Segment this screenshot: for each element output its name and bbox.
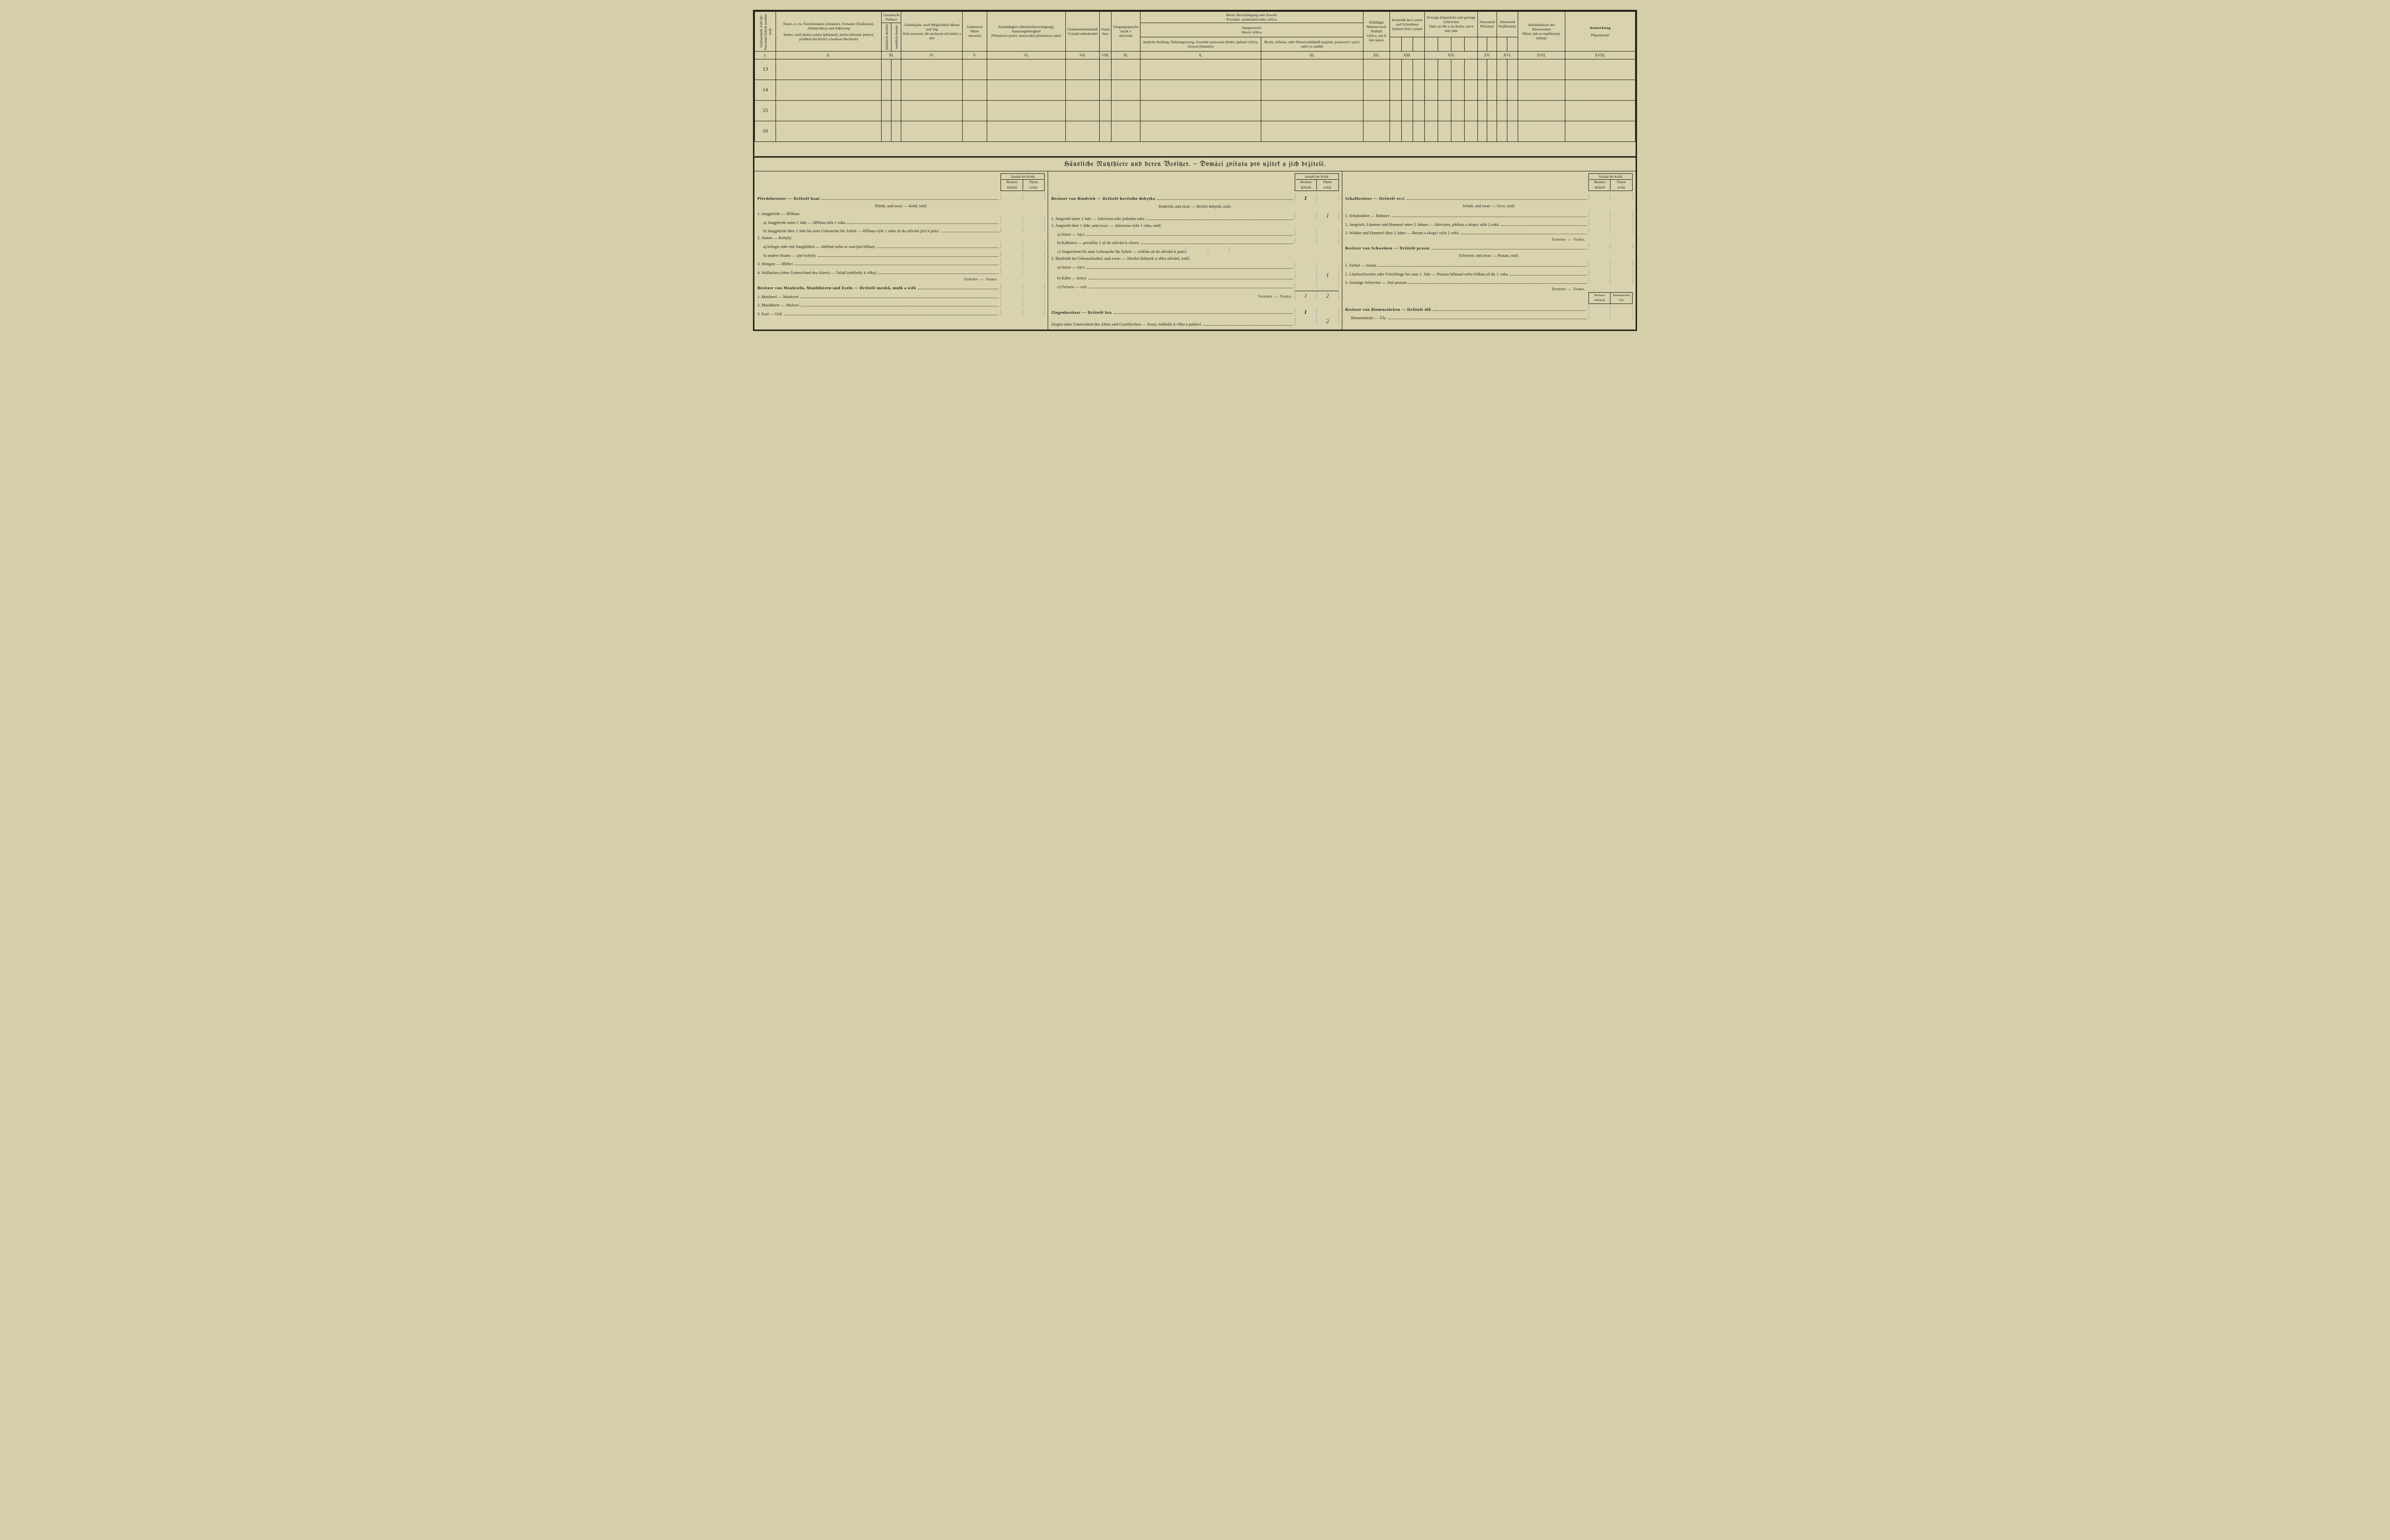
table-row: 14 xyxy=(755,80,1636,100)
col-11-header: Allfälliger Nebenerwerb Vedlejší výživa,… xyxy=(1363,12,1390,52)
col-12-header: Kenntniß des Lesens und Schreibens Znalo… xyxy=(1390,12,1425,37)
handwritten-value: 2 xyxy=(1316,291,1339,300)
col-14-header: Anwesend Přítomný xyxy=(1477,12,1497,37)
col-4-header: Geburtsjahr, nach Möglichkeit Monat und … xyxy=(901,12,963,52)
col-5-header: Geburtsort Místo narození xyxy=(963,12,987,52)
handwritten-value: 2 xyxy=(1316,317,1339,326)
census-header-table: Fortlaufende Zahl der Personen Pořadí nu… xyxy=(754,11,1636,157)
col-2-header: Name, u. zw. Familienname (Zuname), Vorn… xyxy=(776,12,882,52)
col-1-header: Fortlaufende Zahl der Personen Pořadí nu… xyxy=(755,12,776,52)
count-header: Anzahl der Kolik Besitzerdržitelů Thiere… xyxy=(1588,173,1633,192)
col-9-header: Umgangssprache Jazyk v obcování xyxy=(1111,12,1140,52)
count-header: Anzahl der Kolik Besitzerdržitelů Thiere… xyxy=(1000,173,1045,192)
handwritten-value: 1 xyxy=(1295,291,1317,300)
spacer-row xyxy=(755,141,1636,156)
col-17-header: Anmerkung Připomenutí xyxy=(1565,12,1635,52)
col-6-header: Zuständigkeit (Heimatsberechtigung), Sta… xyxy=(987,12,1065,52)
handwritten-value: 1 xyxy=(1295,193,1317,202)
handwritten-value: 1 xyxy=(1316,211,1339,220)
handwritten-value: 1 xyxy=(1295,307,1317,316)
census-document: Fortlaufende Zahl der Personen Pořadí nu… xyxy=(753,10,1637,331)
col-7-header: Glaubensbekenntniß Vyznání náboženské xyxy=(1066,12,1100,52)
sheep-pigs-column: Anzahl der Kolik Besitzerdržitelů Thiere… xyxy=(1342,171,1636,330)
livestock-section: Anzahl der Kolik Besitzerdržitelů Thiere… xyxy=(754,171,1636,330)
col-13-header: Etwaige körperliche und geistige Gebrech… xyxy=(1425,12,1478,37)
handwritten-value: 1 xyxy=(1316,271,1339,279)
livestock-title: Häusliche Nutzthiere und deren Besitzer.… xyxy=(754,157,1636,171)
table-row: 16 xyxy=(755,121,1636,141)
count-header: Anzahl der Kolik Besitzerdržitelů Thiere… xyxy=(1295,173,1339,192)
col-10-top: Beruf, Beschäftigung oder Erwerb Povolán… xyxy=(1140,12,1363,23)
col-3-header: Geschlecht Pohlaví xyxy=(882,12,901,23)
roman-row: I. II. III. IV. V. VI. VII. VIII. IX. X.… xyxy=(755,51,1636,59)
cattle-column: Anzahl der Kolik Besitzerdržitelů Thiere… xyxy=(1048,171,1342,330)
horses-column: Anzahl der Kolik Besitzerdržitelů Thiere… xyxy=(754,171,1048,330)
table-row: 15 xyxy=(755,100,1636,121)
col-16-header: Aufenthaltsort des Abwesenden Místo, kde… xyxy=(1518,12,1565,52)
col-15-header: Abwesend Nepřítomný xyxy=(1497,12,1518,37)
table-row: 13 xyxy=(755,59,1636,80)
col-8-header: Stand Stav xyxy=(1099,12,1111,52)
